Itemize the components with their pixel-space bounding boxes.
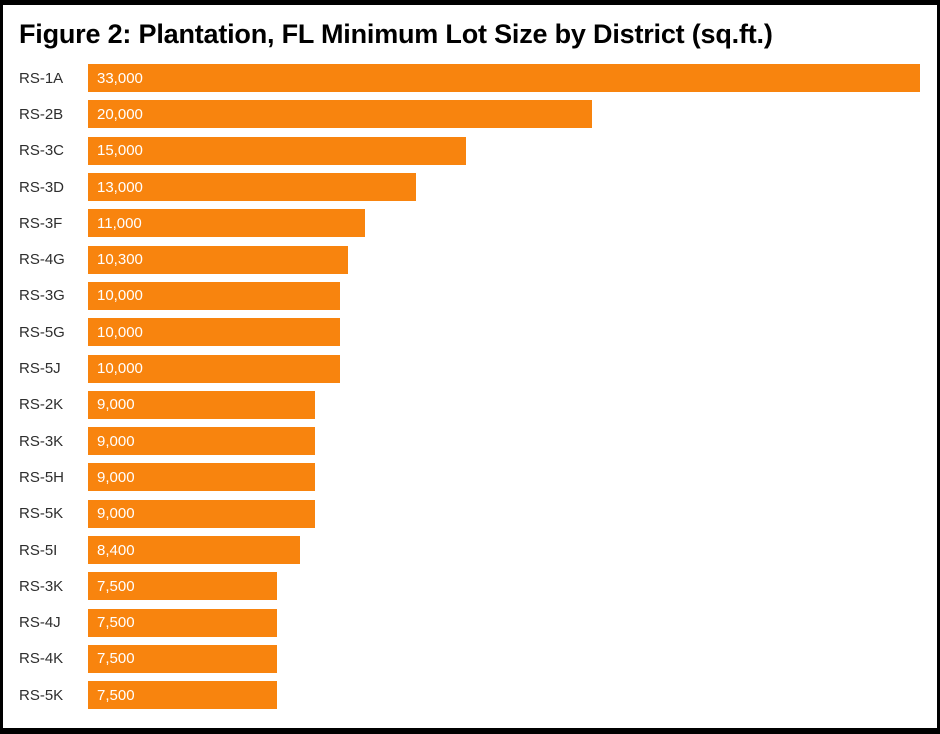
bar: 33,000 <box>88 64 920 93</box>
value-label: 7,500 <box>97 577 135 595</box>
bar-track: 8,400 <box>88 536 920 564</box>
bar: 7,500 <box>88 572 278 601</box>
category-label: RS-5K <box>19 505 64 523</box>
bar-track: 9,000 <box>88 499 920 528</box>
bar-track: 11,000 <box>88 209 920 238</box>
category-label: RS-4J <box>19 614 61 632</box>
chart-row: RS-3F 11,000 <box>19 205 920 241</box>
bar-chart: RS-1A 33,000 RS-2B 20,000 RS-3C 15,000 RS-3D 13… <box>3 58 937 713</box>
chart-row: RS-4G 10,300 <box>19 241 920 277</box>
bar-track: 9,000 <box>88 390 920 419</box>
chart-row: RS-4J 7,500 <box>19 604 920 640</box>
bar-track: 20,000 <box>88 100 920 129</box>
category-label: RS-4G <box>19 251 65 269</box>
chart-row: RS-5J 10,000 <box>19 350 920 386</box>
category-label: RS-2B <box>19 105 64 123</box>
bar-track: 10,000 <box>88 318 920 347</box>
value-label: 15,000 <box>97 142 143 160</box>
bar-track: 10,000 <box>88 354 920 383</box>
bar-track: 13,000 <box>88 173 920 202</box>
chart-row: RS-5G 10,000 <box>19 314 920 350</box>
bar-track: 7,500 <box>88 681 920 710</box>
chart-row: RS-3D 13,000 <box>19 169 920 205</box>
category-label: RS-3D <box>19 178 65 196</box>
chart-row: RS-2B 20,000 <box>19 96 920 132</box>
bar: 10,000 <box>88 354 341 383</box>
value-label: 10,000 <box>97 287 143 305</box>
bar: 7,500 <box>88 644 278 673</box>
value-label: 10,300 <box>97 251 143 269</box>
value-label: 13,000 <box>97 178 143 196</box>
value-label: 9,000 <box>97 396 135 414</box>
bar-track: 7,500 <box>88 572 920 601</box>
bar: 15,000 <box>88 136 467 165</box>
value-label: 7,500 <box>97 686 135 704</box>
value-label: 9,000 <box>97 468 135 486</box>
chart-title: Figure 2: Plantation, FL Minimum Lot Siz… <box>19 19 773 49</box>
value-label: 9,000 <box>97 432 135 450</box>
category-label: RS-3C <box>19 142 65 160</box>
category-label: RS-2K <box>19 396 64 414</box>
bar: 8,400 <box>88 536 300 564</box>
chart-row: RS-2K 9,000 <box>19 387 920 423</box>
bar: 7,500 <box>88 608 278 637</box>
bar: 9,000 <box>88 463 315 492</box>
value-label: 8,400 <box>97 541 135 559</box>
bar-track: 10,000 <box>88 281 920 310</box>
chart-row: RS-1A 33,000 <box>19 60 920 96</box>
category-label: RS-4K <box>19 650 64 668</box>
bar: 10,000 <box>88 281 341 310</box>
bar-track: 9,000 <box>88 427 920 456</box>
bar: 10,300 <box>88 245 348 274</box>
bar: 13,000 <box>88 173 416 202</box>
bar-track: 9,000 <box>88 463 920 492</box>
bar-track: 10,300 <box>88 245 920 274</box>
category-label: RS-5G <box>19 323 65 341</box>
chart-row: RS-3G 10,000 <box>19 278 920 314</box>
bar: 20,000 <box>88 100 593 129</box>
chart-row: RS-4K 7,500 <box>19 641 920 677</box>
category-label: RS-3K <box>19 432 64 450</box>
bar-track: 33,000 <box>88 64 920 93</box>
chart-row: RS-5K 7,500 <box>19 677 920 713</box>
value-label: 10,000 <box>97 323 143 341</box>
chart-row: RS-3K 7,500 <box>19 568 920 604</box>
category-label: RS-1A <box>19 69 64 87</box>
chart-row: RS-3C 15,000 <box>19 133 920 169</box>
bar-track: 7,500 <box>88 644 920 673</box>
bar: 9,000 <box>88 499 315 528</box>
bar: 9,000 <box>88 390 315 419</box>
value-label: 7,500 <box>97 650 135 668</box>
value-label: 7,500 <box>97 614 135 632</box>
value-label: 33,000 <box>97 69 143 87</box>
chart-row: RS-5I 8,400 <box>19 532 920 568</box>
category-label: RS-5I <box>19 541 58 559</box>
category-label: RS-3G <box>19 287 65 305</box>
category-label: RS-3K <box>19 577 64 595</box>
category-label: RS-5K <box>19 686 64 704</box>
value-label: 10,000 <box>97 360 143 378</box>
bar: 7,500 <box>88 681 278 710</box>
bar: 9,000 <box>88 427 315 456</box>
chart-row: RS-5H 9,000 <box>19 459 920 495</box>
value-label: 11,000 <box>97 214 142 232</box>
bar: 11,000 <box>88 209 366 238</box>
value-label: 9,000 <box>97 505 135 523</box>
value-label: 20,000 <box>97 105 143 123</box>
category-label: RS-3F <box>19 214 63 232</box>
category-label: RS-5J <box>19 360 61 378</box>
bar-track: 15,000 <box>88 136 920 165</box>
bar-track: 7,500 <box>88 608 920 637</box>
chart-row: RS-3K 9,000 <box>19 423 920 459</box>
chart-row: RS-5K 9,000 <box>19 496 920 532</box>
bar: 10,000 <box>88 318 341 347</box>
category-label: RS-5H <box>19 468 65 486</box>
